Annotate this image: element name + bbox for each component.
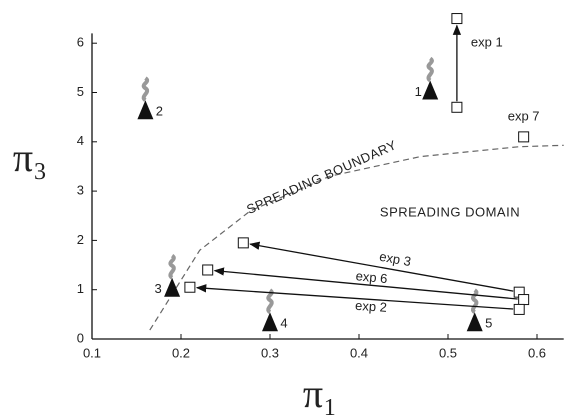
domain-label: SPREADING DOMAIN [380,204,520,219]
vent-label: 2 [156,104,163,119]
vent-label: 3 [154,281,161,296]
vent-label: 4 [280,316,287,331]
vent-marker [164,277,181,297]
experiment-label: exp 7 [508,108,540,123]
plume [266,288,274,314]
y-tick-label: 1 [77,281,84,296]
vent-marker [262,312,278,332]
plume [426,56,434,83]
plume [168,254,176,280]
x-tick-label: 0.5 [439,345,457,360]
experiment-marker [451,101,463,113]
experiment-marker [513,303,525,315]
experiment-marker [202,264,214,276]
experiment-label: exp 1 [471,34,503,49]
x-axis-label: π₁ [303,371,337,416]
x-tick-label: 0.3 [261,345,279,360]
y-tick-label: 3 [77,183,84,198]
x-tick-label: 0.1 [83,345,101,360]
experiment-marker [518,294,530,306]
experiment-marker [518,131,530,143]
y-tick-label: 0 [77,330,84,345]
y-tick-label: 4 [77,133,84,148]
arrow [213,267,518,300]
experiment-marker [237,237,249,249]
y-tick-label: 2 [77,232,84,247]
vent-label: 5 [485,316,492,331]
experiment-label: exp 6 [355,268,388,286]
y-tick-label: 5 [77,84,84,99]
experiment-marker [184,281,196,293]
vent-marker [466,312,483,332]
y-axis-label: π₃ [13,135,47,180]
vent-marker [137,100,154,120]
experiment-marker [451,13,463,25]
x-tick-label: 0.4 [350,345,368,360]
x-tick-label: 0.6 [528,345,546,360]
experiment-label: exp 3 [378,249,412,269]
arrow [249,241,514,292]
boundary-label: SPREADING BOUNDARY [244,137,399,217]
plume [141,76,150,102]
x-tick-label: 0.2 [172,345,190,360]
experiment-label: exp 2 [355,298,388,315]
vent-marker [422,80,439,100]
arrow [195,284,514,310]
vent-label: 1 [415,84,422,99]
plume [471,288,479,314]
y-tick-label: 6 [77,35,84,50]
boundary-curve [149,144,564,331]
